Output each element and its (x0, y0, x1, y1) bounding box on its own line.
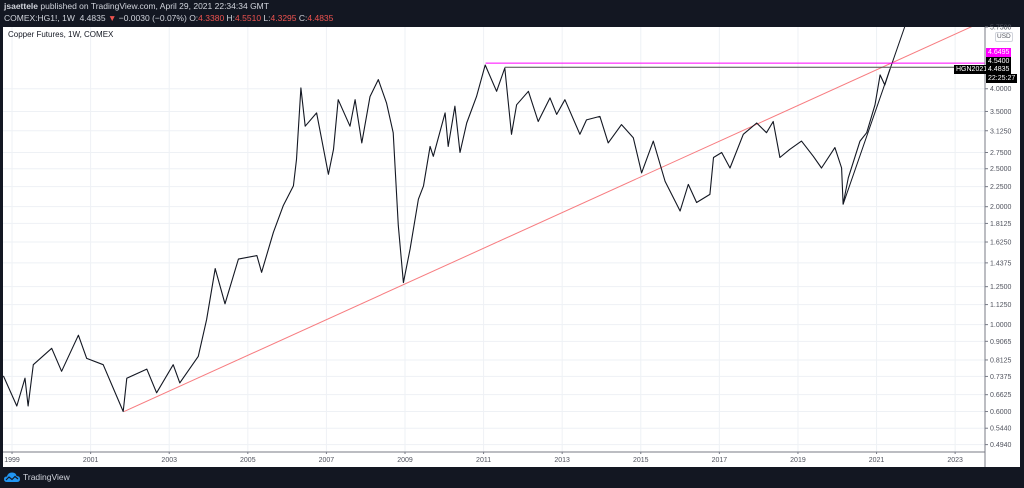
price-change: −0.0030 (−0.07%) (118, 13, 187, 23)
tradingview-logo-icon (4, 472, 20, 482)
x-tick-label: 2023 (947, 457, 963, 464)
price-series (3, 64, 891, 413)
x-tick-label: 2015 (633, 457, 649, 464)
x-tick-label: 2009 (397, 457, 413, 464)
y-tick-label: 0.6625 (990, 392, 1012, 399)
y-tick-label: 1.6250 (990, 240, 1012, 247)
y-tick-label: 2.5000 (990, 166, 1012, 173)
chart-area[interactable] (3, 27, 1020, 467)
y-tick-label: 0.5440 (990, 426, 1012, 433)
low-label: L: (263, 13, 271, 23)
y-tick-label: 1.8125 (990, 221, 1012, 228)
y-tick-label: 2.7500 (990, 150, 1012, 157)
x-tick-label: 2005 (240, 457, 256, 464)
down-arrow-icon: ▼ (107, 13, 117, 23)
y-tick-label: 2.0000 (990, 204, 1012, 211)
high-value: 4.5510 (235, 13, 262, 23)
low-value: 4.3295 (270, 13, 297, 23)
chart-title: Copper Futures, 1W, COMEX (8, 30, 114, 39)
x-tick-label: 2001 (83, 457, 99, 464)
y-tick-label: 3.5000 (990, 109, 1012, 116)
currency-label[interactable]: USD (995, 32, 1013, 42)
close-value: 4.4835 (307, 13, 334, 23)
y-tick-label: 1.0000 (990, 322, 1012, 329)
x-tick-label: 1999 (4, 457, 20, 464)
y-tick-label: 0.9065 (990, 339, 1012, 346)
bar-countdown: 22:25:27 (986, 74, 1018, 83)
close-label: C: (298, 13, 308, 23)
y-tick-label: 1.1250 (990, 302, 1012, 309)
open-label: O: (189, 13, 199, 23)
long-trendline (123, 27, 973, 412)
steep-trendline (842, 27, 906, 205)
last-price-label: 4.4835 (986, 65, 1012, 74)
y-tick-label: 0.4940 (990, 442, 1012, 449)
y-tick-label: 0.8125 (990, 357, 1012, 364)
published-text: published on TradingView.com, April 29, … (40, 1, 269, 11)
y-tick-label: 2.2500 (990, 184, 1012, 191)
footer: TradingView (4, 472, 70, 482)
x-tick-label: 2007 (319, 457, 335, 464)
grid (3, 27, 985, 452)
open-value: 4.3380 (198, 13, 225, 23)
tradingview-brand[interactable]: TradingView (23, 472, 70, 482)
x-tick-label: 2021 (869, 457, 885, 464)
price-axis[interactable]: 5.7500 4.0000 3.5000 3.1250 2.7500 2.5000 2.25… (985, 25, 1012, 450)
last-price: 4.4835 (79, 13, 106, 23)
y-tick-label: 4.0000 (990, 86, 1012, 93)
author-name[interactable]: jsaettele (4, 1, 39, 11)
y-tick-label: 0.7375 (990, 374, 1012, 381)
resistance-price-label: 4.5400 (986, 57, 1012, 66)
high-price-label: 4.6495 (986, 48, 1012, 57)
x-tick-label: 2019 (790, 457, 806, 464)
high-label: H: (226, 13, 236, 23)
symbol-info: COMEX:HG1!, 1W 4.4835 ▼ −0.0030 (−0.07%)… (4, 13, 333, 23)
y-tick-label: 0.6000 (990, 409, 1012, 416)
symbol: COMEX:HG1!, 1W (4, 13, 75, 23)
y-tick-label: 3.1250 (990, 128, 1012, 135)
time-axis[interactable]: 1999 2001 2003 2005 2007 2009 2011 2013 2015 2017… (4, 452, 963, 464)
contract-tag: HGN2021 (954, 65, 990, 74)
x-tick-label: 2017 (712, 457, 728, 464)
plot-area (3, 27, 985, 413)
x-tick-label: 2003 (161, 457, 177, 464)
x-tick-label: 2013 (554, 457, 570, 464)
y-tick-label: 1.4375 (990, 260, 1012, 267)
y-tick-label: 5.7500 (990, 25, 1012, 32)
x-tick-label: 2011 (476, 457, 491, 464)
y-tick-label: 1.2500 (990, 284, 1012, 291)
publish-info: jsaettele published on TradingView.com, … (4, 1, 269, 11)
